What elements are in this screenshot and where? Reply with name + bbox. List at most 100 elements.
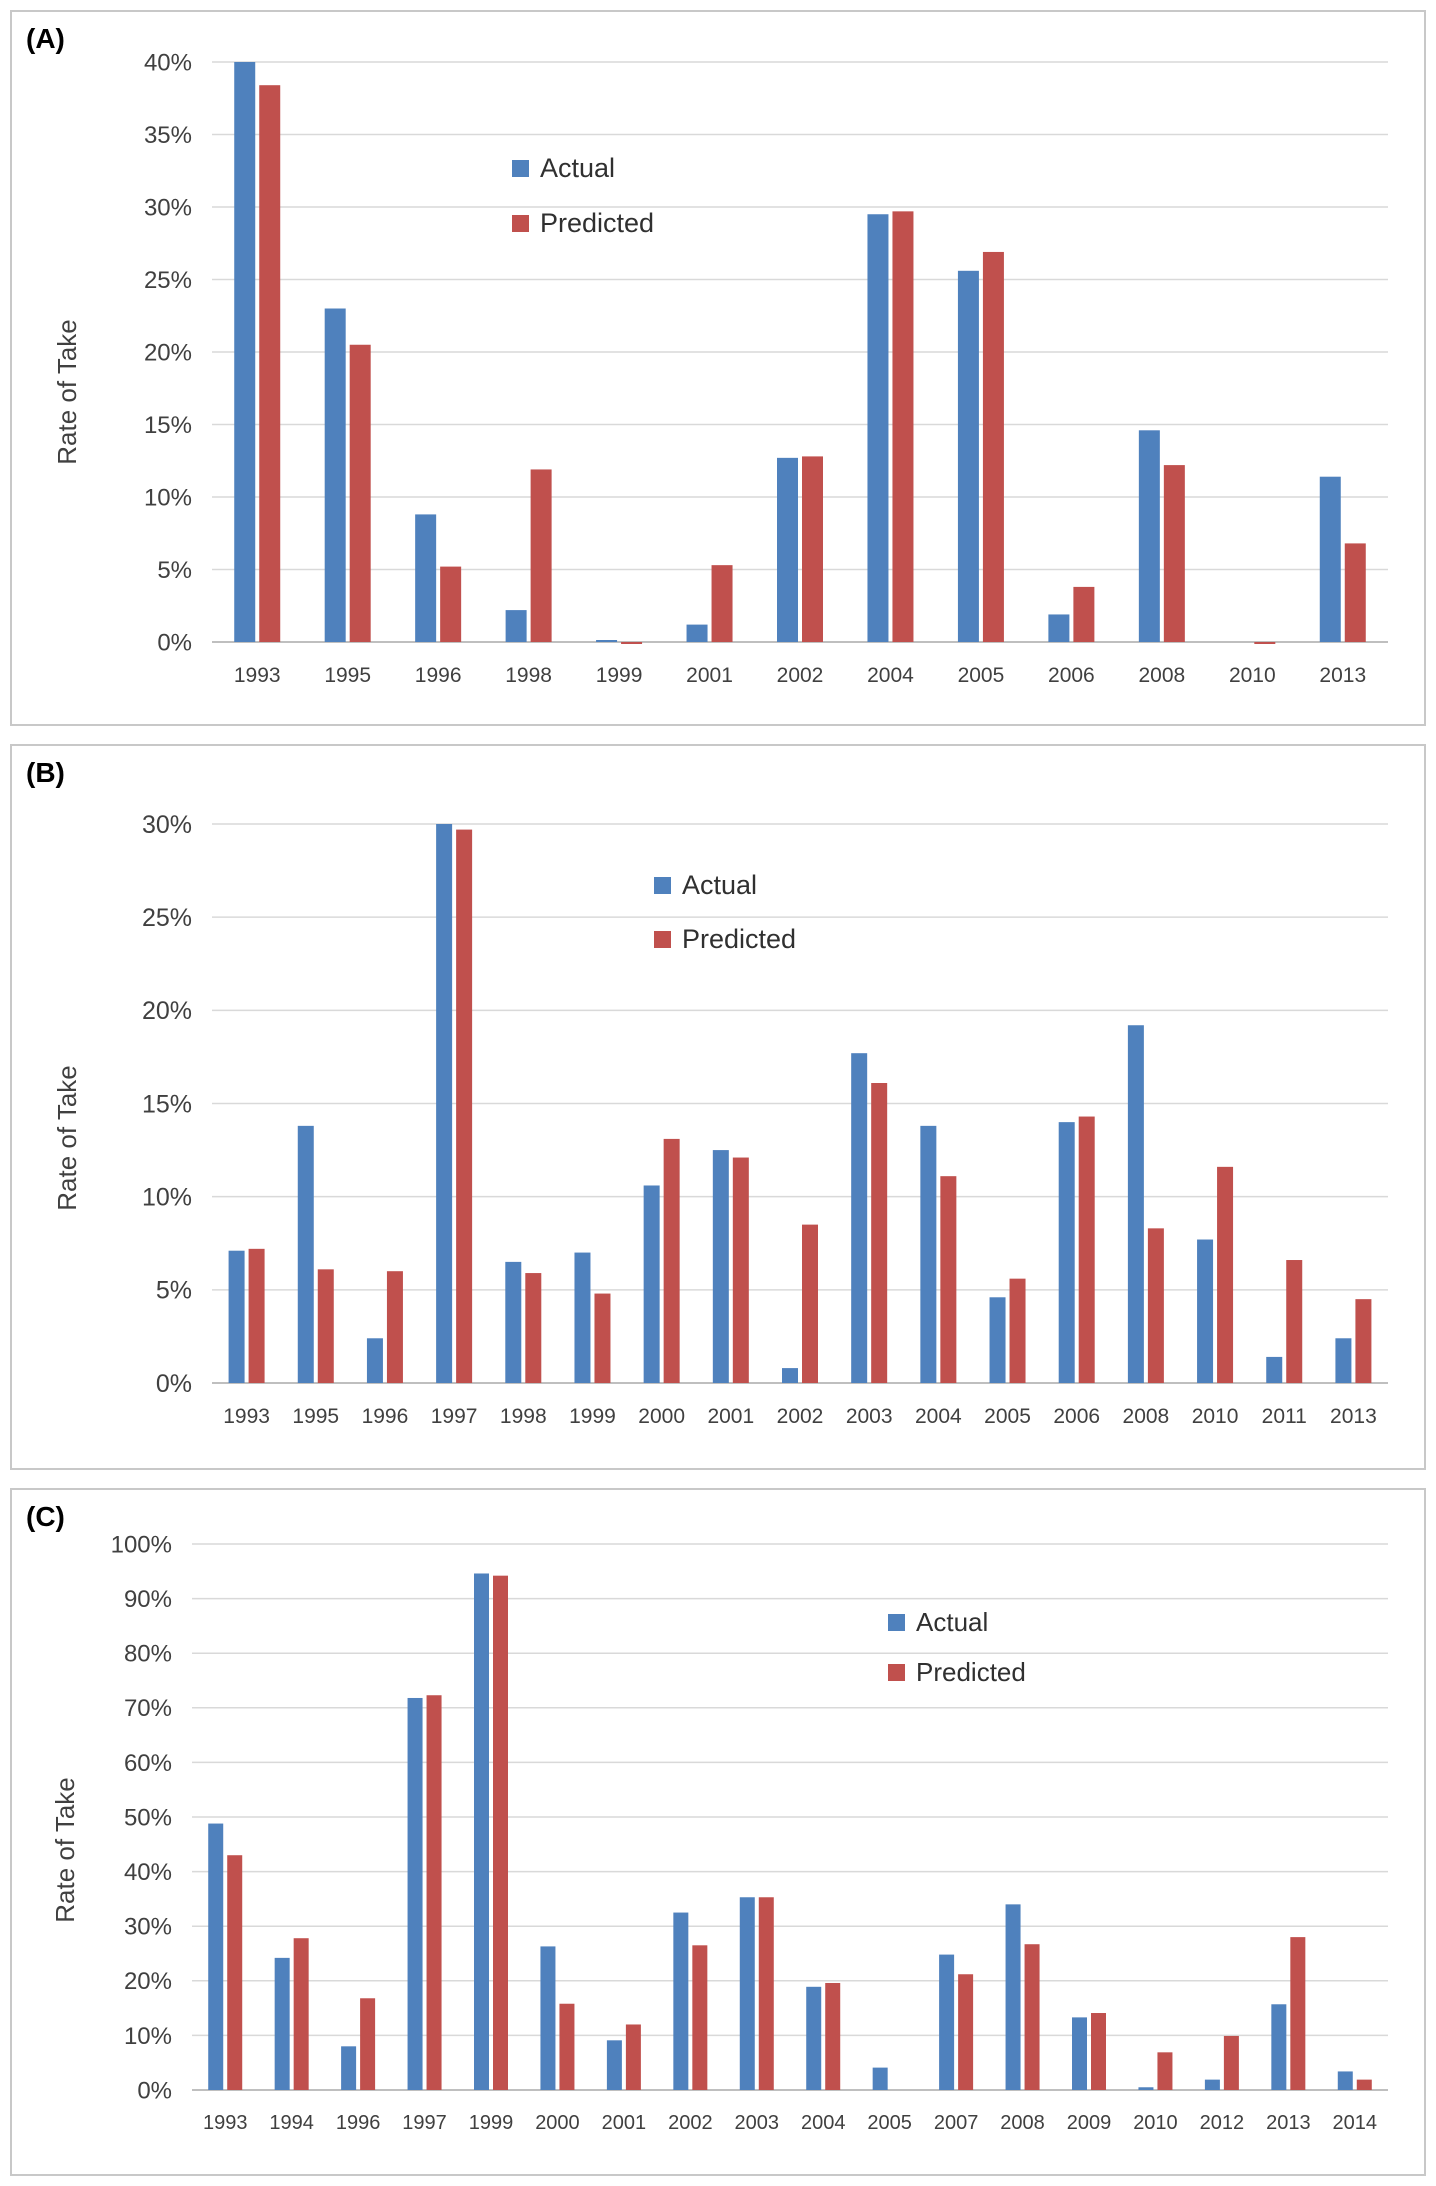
chart-panel-c: (C) 0% 10% 20% 30% 40% 50% 60% 70% 80% 90% 100% Rate… [10,1488,1426,2176]
y-tick-label: 10% [144,484,192,511]
x-tick-label: 2010 [1229,664,1276,687]
x-tick-label: 2002 [668,2112,713,2134]
legend-swatch-actual [888,1614,905,1631]
bar-predicted-2004 [825,1982,841,2090]
bar-predicted-1999 [594,1293,611,1383]
bar-actual-2003 [739,1897,755,2090]
bar-actual-2011 [1266,1356,1283,1383]
chart-a-svg: (A) 0% 5% 10% 15% 20% 25% 30% 35% 40% Rate of Take… [26,23,1388,687]
bar-predicted-2014 [1356,2079,1372,2090]
bar-predicted-1995 [317,1269,334,1383]
legend-label-actual: Actual [682,870,757,900]
bar-actual-1995 [324,308,346,642]
bar-actual-2008 [1005,1904,1021,2090]
x-tick-label: 2013 [1266,2112,1311,2134]
bar-actual-2004 [920,1125,937,1383]
y-tick-label: 40% [144,49,192,76]
bar-actual-2014 [1337,2071,1353,2090]
x-tick-label: 2000 [535,2112,580,2134]
x-tick-label: 2001 [686,664,733,687]
x-tick-label: 1993 [203,2112,248,2134]
bar-actual-1996 [341,2046,357,2090]
x-tick-label: 2003 [846,1405,893,1428]
x-tick-label: 2004 [915,1405,962,1428]
bar-predicted-1996 [440,566,462,642]
x-tick-label: 2012 [1200,2112,1245,2134]
bar-actual-1993 [234,62,256,642]
panel-label-a: (A) [26,23,65,54]
chart-b-svg: (B) 0% 5% 10% 15% 20% 25% 30% Rate of Take 1993 19… [26,757,1388,1428]
y-tick-label: 0% [156,1370,192,1398]
x-tick-label: 1998 [505,664,552,687]
bar-predicted-2012 [1223,2035,1239,2090]
bar-predicted-2011 [1286,1260,1303,1383]
panel-label-c: (C) [26,1501,65,1532]
x-tick-label: 1997 [402,2112,447,2134]
bar-predicted-1997 [426,1695,442,2090]
chart-panel-b: (B) 0% 5% 10% 15% 20% 25% 30% Rate of Take 1993 19… [10,744,1426,1470]
chart-panel-a: (A) 0% 5% 10% 15% 20% 25% 30% 35% 40% Rate of Take… [10,10,1426,726]
bar-predicted-2007 [958,1974,974,2090]
y-tick-label: 30% [144,194,192,221]
bar-actual-2002 [777,457,798,642]
bar-actual-1995 [297,1125,314,1383]
y-tick-label: 10% [142,1183,192,1211]
bar-predicted-1993 [259,85,281,642]
bar-predicted-1996 [386,1271,403,1383]
x-tick-label: 2005 [984,1405,1031,1428]
bar-predicted-1996 [360,1998,376,2090]
bar-predicted-2003 [758,1897,774,2090]
bar-predicted-2004 [940,1176,957,1383]
x-tick-label: 2013 [1319,664,1366,687]
x-tick-label: 1997 [431,1405,478,1428]
y-tick-label: 20% [124,1968,172,1995]
legend-swatch-predicted [512,215,529,232]
bar-actual-2004 [806,1986,822,2090]
y-tick-label: 25% [144,267,192,294]
bar-predicted-2005 [982,251,1004,642]
bar-predicted-2002 [802,456,823,642]
x-tick-label: 2002 [777,664,824,687]
bar-actual-1997 [436,824,453,1383]
bar-actual-1996 [366,1338,383,1383]
y-axis-title: Rate of Take [52,1065,82,1211]
x-tick-label: 1995 [324,664,371,687]
bar-actual-2010 [1138,2087,1154,2090]
panel-label-b: (B) [26,757,65,788]
y-tick-label: 5% [157,557,192,584]
x-tick-label: 2010 [1133,2112,1178,2134]
x-tick-label: 1999 [569,1405,616,1428]
bar-actual-2008 [1127,1025,1144,1383]
bar-predicted-2000 [559,2003,575,2090]
y-tick-label: 25% [142,904,192,932]
bar-actual-2008 [1138,430,1160,642]
bar-predicted-1994 [293,1938,309,2090]
bar-actual-2000 [643,1185,660,1383]
legend-label-predicted: Predicted [682,924,796,954]
y-tick-label: 60% [124,1750,172,1777]
y-tick-label: 15% [142,1090,192,1118]
x-tick-label: 1993 [234,664,281,687]
bar-predicted-2006 [1078,1116,1095,1383]
legend-swatch-actual [654,877,671,894]
bar-actual-2004 [867,214,889,642]
bar-predicted-1998 [530,469,552,642]
y-tick-label: 20% [142,997,192,1025]
chart-c-svg: (C) 0% 10% 20% 30% 40% 50% 60% 70% 80% 90% 100% Rate… [26,1501,1388,2134]
bar-actual-2001 [606,2040,622,2090]
bar-predicted-2013 [1344,543,1366,642]
bar-predicted-1997 [456,829,473,1383]
x-tick-label: 2004 [801,2112,846,2134]
y-tick-label: 30% [142,811,192,839]
y-tick-label: 35% [144,122,192,149]
x-tick-label: 2008 [1123,1405,1170,1428]
bar-predicted-2006 [1073,586,1095,642]
x-tick-label: 1994 [269,2112,314,2134]
bar-actual-1994 [274,1957,290,2090]
x-tick-label: 2007 [934,2112,979,2134]
bar-actual-1996 [415,514,437,642]
y-tick-label: 10% [124,2023,172,2050]
y-axis-title: Rate of Take [50,1777,80,1923]
x-tick-label: 1999 [596,664,643,687]
y-tick-label: 0% [157,629,192,656]
